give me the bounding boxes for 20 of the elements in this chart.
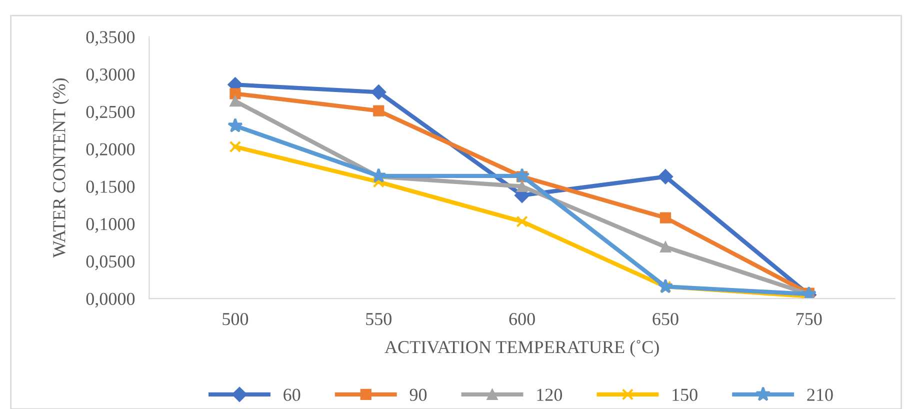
legend-label: 60 — [284, 388, 300, 401]
x-tick-label: 550 — [366, 312, 392, 326]
y-tick-label: 0,2000 — [86, 143, 135, 158]
x-tick-label: 650 — [652, 312, 678, 326]
x-tick-label: 600 — [509, 312, 535, 326]
x-tick-label: 500 — [222, 312, 248, 326]
y-tick-label: 0,1500 — [86, 180, 135, 196]
y-tick-label: 0,0500 — [86, 255, 135, 270]
y-tick-label: 0,0000 — [86, 292, 135, 308]
legend-label: 210 — [807, 388, 833, 401]
y-tick-label: 0,2500 — [86, 106, 135, 121]
legend-label: 90 — [410, 388, 427, 401]
legend-label: 120 — [537, 388, 562, 401]
legend-label: 150 — [672, 388, 698, 401]
x-tick-label: 750 — [796, 312, 822, 326]
y-tick-label: 0,3000 — [86, 68, 135, 84]
y-tick-label: 0,1000 — [86, 218, 135, 233]
x-axis-title: ACTIVATION TEMPERATURE (˚C) — [384, 340, 659, 357]
y-tick-label: 0,3500 — [86, 31, 135, 46]
y-axis-title: WATER CONTENT (%) — [52, 78, 69, 258]
